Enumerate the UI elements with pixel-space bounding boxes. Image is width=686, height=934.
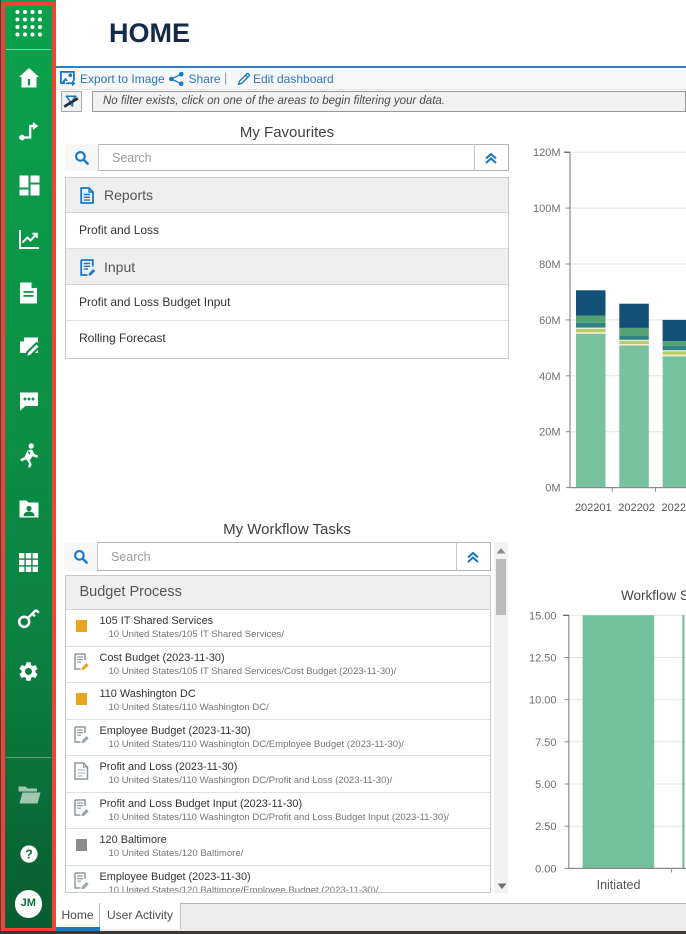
svg-text:2.50: 2.50 [535,821,556,833]
svg-text:0.00: 0.00 [535,863,556,875]
svg-text:5.00: 5.00 [535,779,556,791]
svg-text:202202: 202202 [618,502,655,514]
svg-text:20M: 20M [539,427,560,439]
svg-text:100M: 100M [533,203,561,215]
svg-text:7.50: 7.50 [535,737,556,749]
svg-text:Initiated: Initiated [597,878,641,892]
svg-text:Workflow Status: Workflow Status [621,588,686,603]
svg-text:15.00: 15.00 [529,610,557,622]
svg-text:120M: 120M [533,147,561,159]
svg-text:0M: 0M [545,483,560,495]
svg-text:60M: 60M [539,315,560,327]
svg-text:40M: 40M [539,371,560,383]
svg-text:202201: 202201 [575,502,612,514]
svg-text:?: ? [25,847,33,861]
svg-text:80M: 80M [539,259,560,271]
svg-text:202203: 202203 [662,502,686,514]
svg-text:10.00: 10.00 [529,695,557,707]
svg-text:12.50: 12.50 [529,653,557,665]
